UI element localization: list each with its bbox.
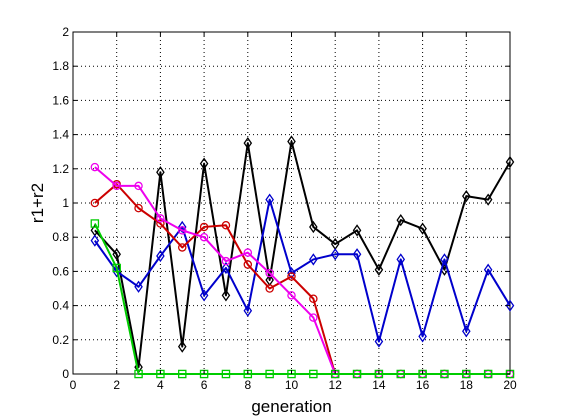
data-point	[134, 203, 143, 213]
data-point	[112, 265, 121, 278]
data-point	[330, 248, 340, 261]
data-point	[483, 263, 493, 276]
y-axis-label: r1+r2	[28, 183, 47, 223]
data-point	[418, 222, 427, 235]
data-point	[440, 253, 449, 266]
data-point	[309, 253, 318, 266]
data-point	[90, 234, 100, 247]
data-point	[90, 219, 100, 228]
data-point	[396, 369, 405, 379]
data-point	[265, 268, 274, 278]
data-point	[177, 226, 187, 235]
x-tick-label: 10	[285, 378, 299, 392]
x-axis-label: generation	[251, 397, 331, 416]
y-tick-label: 1.2	[52, 162, 69, 176]
data-point	[309, 220, 318, 234]
data-point	[221, 256, 231, 266]
data-point	[418, 330, 427, 343]
data-point	[287, 266, 296, 280]
data-point	[396, 213, 406, 227]
data-point	[287, 291, 296, 300]
data-point	[221, 289, 231, 302]
data-point	[156, 214, 165, 223]
data-point	[112, 263, 121, 273]
data-point	[352, 224, 362, 237]
data-point	[265, 284, 274, 293]
x-tick-label: 4	[157, 378, 164, 392]
data-point	[221, 220, 231, 230]
x-tick-label: 14	[372, 378, 386, 392]
y-tick-label: 1.8	[52, 59, 69, 73]
y-tick-label: 0.2	[52, 333, 69, 347]
data-point	[112, 181, 121, 191]
y-tick-label: 1.4	[52, 128, 69, 142]
data-point	[287, 272, 296, 281]
grid	[73, 32, 510, 374]
x-tick-label: 8	[244, 378, 251, 392]
x-tick-label: 12	[329, 378, 343, 392]
data-point	[177, 243, 187, 252]
data-point	[265, 193, 274, 206]
data-point	[462, 190, 471, 203]
x-tick-label: 6	[201, 378, 208, 392]
data-point	[309, 294, 318, 304]
data-point	[156, 166, 165, 179]
data-point	[243, 248, 253, 257]
data-point	[396, 253, 406, 266]
data-point	[90, 162, 100, 172]
data-point	[156, 249, 165, 263]
series-line	[94, 198, 511, 343]
data-point	[374, 263, 384, 276]
data-point	[221, 369, 231, 379]
data-point	[90, 198, 100, 208]
y-tick-label: 0	[62, 367, 69, 381]
tick-layer: 0 2 4 6 8 10 12 14 16 18 20 0 0.2 0.4 0.6 0.8 1 1.2 1.4 1.6…	[52, 25, 517, 392]
x-tick-label: 18	[460, 378, 474, 392]
data-point	[309, 369, 318, 379]
data-point	[265, 369, 274, 379]
y-tick-label: 1	[62, 196, 69, 210]
x-tick-label: 20	[503, 378, 517, 392]
data-point	[352, 248, 362, 261]
data-point	[243, 260, 253, 269]
data-point	[134, 369, 143, 379]
data-point	[134, 181, 143, 191]
data-point	[440, 369, 449, 379]
data-point	[177, 220, 187, 234]
data-point	[243, 304, 253, 317]
data-point	[199, 222, 209, 232]
data-point	[352, 369, 362, 379]
data-point	[483, 369, 493, 379]
data-point	[221, 261, 231, 275]
data-point	[462, 325, 471, 338]
data-point	[112, 248, 121, 261]
series-line	[94, 140, 511, 369]
y-tick-label: 0.8	[52, 230, 69, 244]
data-point	[243, 137, 253, 150]
data-point	[505, 299, 515, 312]
y-tick-label: 0.4	[52, 299, 69, 313]
data-point	[199, 157, 209, 170]
x-tick-label: 0	[70, 378, 77, 392]
data-point	[505, 155, 515, 169]
x-tick-label: 2	[113, 378, 120, 392]
y-tick-label: 2	[62, 25, 69, 39]
data-point	[374, 335, 384, 348]
data-point	[199, 232, 209, 242]
series-2	[90, 193, 515, 348]
data-point	[483, 193, 493, 206]
data-point	[309, 313, 318, 322]
data-point	[199, 289, 209, 302]
y-tick-label: 0.6	[52, 264, 69, 278]
y-tick-label: 1.6	[52, 93, 69, 107]
data-point	[134, 280, 143, 293]
data-point	[156, 219, 165, 228]
data-point	[177, 340, 187, 353]
data-point	[287, 135, 296, 148]
data-point	[177, 369, 187, 379]
x-tick-label: 16	[416, 378, 430, 392]
